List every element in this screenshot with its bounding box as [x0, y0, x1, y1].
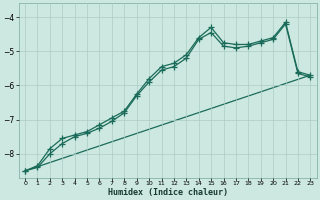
X-axis label: Humidex (Indice chaleur): Humidex (Indice chaleur)	[108, 188, 228, 197]
